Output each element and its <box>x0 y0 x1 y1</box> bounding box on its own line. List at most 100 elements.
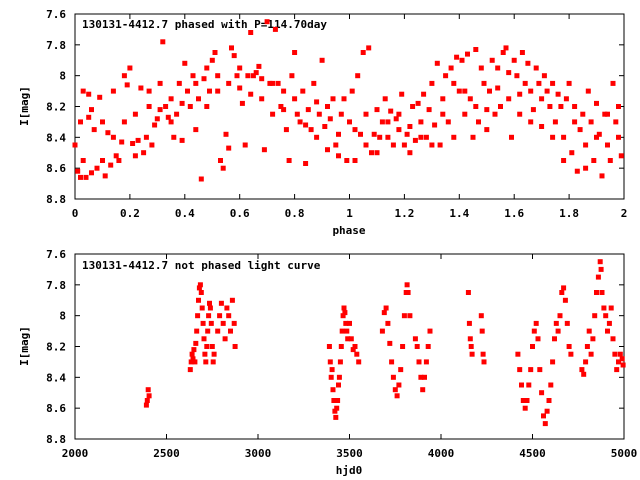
data-point-phased-209 <box>157 107 163 113</box>
data-point-phased-64 <box>242 142 248 148</box>
data-point-phased-201 <box>618 153 624 159</box>
data-point-unphased-53 <box>336 374 342 380</box>
data-point-unphased-137 <box>584 344 590 349</box>
data-point-phased-142 <box>456 88 462 94</box>
y-axis-label-unphased: I[mag] <box>18 326 31 366</box>
data-point-phased-191 <box>591 158 597 163</box>
data-point-unphased-128 <box>559 290 565 295</box>
data-point-phased-241 <box>517 91 523 97</box>
y-tick-label-phased-0: 7.6 <box>46 8 66 21</box>
data-point-phased-62 <box>237 65 243 71</box>
data-point-phased-94 <box>325 104 330 109</box>
x-tick-label-phased-4: 0.8 <box>285 207 305 220</box>
data-point-phased-47 <box>196 96 201 102</box>
data-point-unphased-107 <box>520 398 526 403</box>
data-point-phased-172 <box>539 124 545 129</box>
data-point-unphased-11 <box>194 328 200 334</box>
data-point-unphased-129 <box>561 285 567 291</box>
data-point-phased-8 <box>89 170 94 176</box>
data-point-phased-147 <box>470 134 476 140</box>
data-point-phased-77 <box>278 104 284 109</box>
data-point-unphased-105 <box>517 367 523 373</box>
data-point-unphased-61 <box>344 328 350 334</box>
data-point-unphased-72 <box>385 320 391 326</box>
data-point-phased-103 <box>349 88 355 94</box>
data-point-phased-50 <box>204 65 210 71</box>
data-point-phased-116 <box>385 134 391 140</box>
data-point-phased-117 <box>388 108 394 114</box>
data-point-phased-43 <box>185 88 190 94</box>
y-tick-label-phased-5: 8.6 <box>46 162 66 175</box>
data-point-phased-143 <box>459 57 465 63</box>
y-tick-label-phased-2: 8 <box>59 70 66 83</box>
y-tick-label-phased-3: 8.2 <box>46 101 66 114</box>
data-point-unphased-22 <box>204 344 210 349</box>
x-tick-label-phased-7: 1.4 <box>449 207 469 220</box>
data-point-unphased-100 <box>478 313 484 319</box>
data-point-unphased-27 <box>208 320 214 326</box>
data-point-unphased-97 <box>467 336 473 342</box>
data-point-phased-123 <box>404 131 410 137</box>
data-point-phased-158 <box>500 50 506 55</box>
data-point-unphased-99 <box>469 351 475 357</box>
x-axis-label-phased: phase <box>332 224 365 237</box>
data-point-unphased-143 <box>595 274 601 280</box>
data-point-phased-178 <box>555 91 561 97</box>
data-point-phased-38 <box>171 134 177 140</box>
data-point-phased-80 <box>286 158 292 163</box>
data-point-unphased-23 <box>205 328 211 334</box>
data-point-phased-96 <box>330 96 336 102</box>
data-point-phased-11 <box>97 94 103 100</box>
data-point-phased-132 <box>429 80 435 86</box>
data-point-unphased-21 <box>203 359 209 365</box>
data-point-unphased-141 <box>592 313 598 319</box>
data-point-phased-141 <box>454 54 460 60</box>
data-point-phased-28 <box>143 134 149 140</box>
y-tick-label-phased-1: 7.8 <box>46 39 66 52</box>
data-point-unphased-125 <box>553 320 559 326</box>
data-point-phased-82 <box>292 50 298 55</box>
y-tick-label-unphased-1: 7.8 <box>46 279 66 292</box>
phased-light-curve-panel: 130131-4412.7 phased with P=114.70day ph… <box>18 8 627 237</box>
data-point-phased-222 <box>303 122 309 128</box>
data-point-phased-149 <box>476 119 481 125</box>
data-point-phased-217 <box>248 91 254 97</box>
x-tick-label-phased-3: 0.6 <box>230 207 250 220</box>
data-point-phased-138 <box>445 119 451 125</box>
data-point-unphased-151 <box>608 305 614 311</box>
data-point-phased-234 <box>440 96 446 102</box>
data-point-unphased-119 <box>542 421 548 427</box>
data-point-unphased-62 <box>345 336 351 342</box>
points-unphased <box>143 259 626 427</box>
x-tick-label-phased-10: 2 <box>621 207 628 220</box>
data-point-phased-26 <box>138 85 144 91</box>
data-point-phased-3 <box>78 119 83 125</box>
data-point-unphased-79 <box>398 367 404 373</box>
data-point-phased-102 <box>347 119 352 125</box>
data-point-phased-140 <box>451 134 457 140</box>
data-point-phased-145 <box>465 51 470 57</box>
data-point-phased-203 <box>89 107 94 113</box>
data-point-phased-125 <box>410 104 416 109</box>
data-point-phased-130 <box>423 134 429 140</box>
data-point-unphased-132 <box>566 344 572 349</box>
data-point-unphased-31 <box>215 328 221 334</box>
data-point-phased-2 <box>78 174 83 180</box>
data-point-phased-136 <box>440 111 446 117</box>
data-point-unphased-49 <box>333 414 339 420</box>
data-point-phased-91 <box>316 111 322 117</box>
data-point-phased-32 <box>154 116 160 122</box>
x-tick-label-unphased-2: 3000 <box>245 447 272 460</box>
data-point-phased-135 <box>437 142 443 148</box>
data-point-phased-124 <box>407 150 413 156</box>
data-point-unphased-122 <box>548 382 554 388</box>
data-point-phased-88 <box>308 127 314 133</box>
data-point-phased-211 <box>179 137 185 143</box>
data-point-unphased-86 <box>412 336 418 342</box>
data-point-unphased-78 <box>396 382 402 388</box>
data-point-unphased-10 <box>193 340 199 346</box>
data-point-unphased-96 <box>466 320 472 326</box>
data-point-phased-157 <box>498 104 503 109</box>
x-tick-label-unphased-0: 2000 <box>62 447 89 460</box>
data-point-phased-206 <box>121 73 127 79</box>
